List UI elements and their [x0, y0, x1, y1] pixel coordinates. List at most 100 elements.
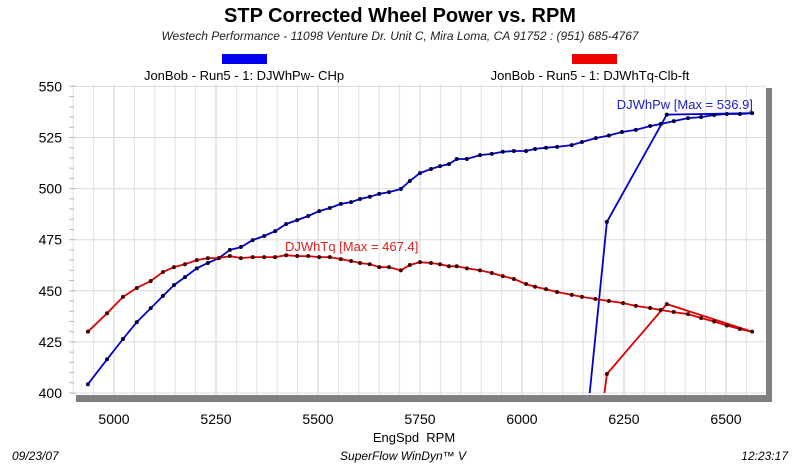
data-point	[349, 258, 354, 263]
data-point	[454, 156, 459, 161]
data-point	[250, 238, 255, 243]
data-point	[593, 136, 598, 141]
data-point	[171, 283, 176, 288]
y-tick-label: 475	[39, 232, 63, 248]
data-point	[686, 312, 691, 317]
data-point	[358, 261, 363, 266]
plot-shadow-right	[766, 88, 772, 401]
plot-shadow-bottom	[76, 395, 772, 402]
data-point	[284, 253, 289, 258]
data-point	[85, 382, 90, 387]
data-point	[338, 201, 343, 206]
series-group	[85, 111, 755, 393]
data-point	[686, 116, 691, 121]
data-point	[105, 357, 110, 362]
data-point	[555, 144, 560, 149]
data-point	[160, 293, 165, 298]
data-point	[437, 164, 442, 169]
data-point	[569, 292, 574, 297]
y-tick-label: 400	[39, 385, 63, 401]
data-point	[489, 151, 494, 156]
data-point	[418, 171, 422, 176]
data-point	[633, 303, 638, 308]
data-point	[489, 271, 494, 276]
data-point	[429, 261, 434, 266]
data-point	[134, 285, 139, 290]
data-point	[699, 315, 704, 320]
data-point	[712, 113, 717, 118]
plot-area: 400 425 450 475 500 525 550 5000 5250 5500 5750 600…	[39, 78, 772, 427]
data-point	[327, 206, 332, 211]
data-point	[544, 287, 549, 292]
data-point	[182, 262, 187, 267]
data-point	[511, 276, 516, 281]
data-point	[338, 257, 343, 262]
data-point	[227, 247, 232, 252]
data-point	[171, 265, 176, 270]
data-point	[386, 265, 391, 270]
data-point	[273, 255, 278, 260]
y-tick-label: 425	[39, 334, 63, 350]
data-point	[134, 320, 139, 325]
data-point	[712, 319, 717, 324]
data-point	[148, 278, 153, 283]
data-point	[317, 255, 322, 260]
data-point	[604, 371, 609, 376]
data-point	[317, 209, 322, 214]
data-point	[105, 311, 110, 316]
data-point	[477, 153, 482, 158]
data-point	[120, 294, 125, 299]
legend-swatch-power	[222, 54, 267, 64]
y-tick-label: 500	[39, 181, 63, 197]
data-point	[262, 255, 267, 260]
data-point	[398, 187, 403, 192]
data-point	[216, 256, 221, 261]
data-point	[569, 143, 574, 148]
data-point	[398, 268, 403, 273]
data-point	[386, 190, 391, 195]
data-point	[524, 282, 529, 287]
data-point	[699, 115, 704, 120]
data-point	[205, 256, 210, 261]
data-point	[446, 162, 451, 167]
power-max-annotation: DJWhPw [Max = 536.9]	[617, 97, 753, 112]
data-point	[418, 260, 422, 265]
y-tick-label: 450	[39, 283, 63, 299]
data-point	[446, 264, 451, 269]
data-point	[295, 254, 300, 259]
data-point	[273, 229, 278, 234]
legend-label-torque: JonBob - Run5 - 1: DJWhTq-Clb-ft	[491, 68, 690, 83]
data-point	[349, 200, 354, 205]
data-point	[533, 146, 538, 151]
data-point	[262, 234, 267, 239]
data-point	[194, 266, 199, 271]
data-point	[619, 129, 624, 134]
data-point	[358, 197, 363, 202]
data-point	[750, 111, 755, 116]
x-axis-label: EngSpd RPM	[373, 430, 455, 445]
data-point	[284, 221, 289, 226]
data-point	[464, 266, 469, 271]
data-point	[377, 265, 382, 270]
data-point	[724, 323, 729, 328]
data-point	[454, 264, 459, 269]
data-point	[737, 111, 742, 116]
footer-software: SuperFlow WinDyn™ V	[340, 449, 467, 463]
x-tick-label: 5750	[404, 411, 435, 427]
y-tick-label: 550	[39, 78, 63, 94]
data-point	[429, 166, 434, 171]
data-point	[148, 306, 153, 311]
data-point	[606, 133, 611, 138]
data-point	[160, 269, 165, 274]
data-point	[85, 329, 90, 334]
data-point	[648, 124, 653, 129]
data-point	[664, 302, 669, 307]
data-point	[544, 145, 549, 150]
legend-label-power: JonBob - Run5 - 1: DJWhPw- CHp	[144, 68, 344, 83]
footer-date: 09/23/07	[12, 449, 60, 463]
data-point	[295, 218, 300, 223]
chart-subtitle: Westech Performance - 11098 Venture Dr. …	[161, 29, 639, 43]
x-tick-label: 6500	[710, 411, 741, 427]
torque-max-annotation: DJWhTq [Max = 467.4]	[285, 239, 418, 254]
x-tick-label: 5250	[200, 411, 231, 427]
